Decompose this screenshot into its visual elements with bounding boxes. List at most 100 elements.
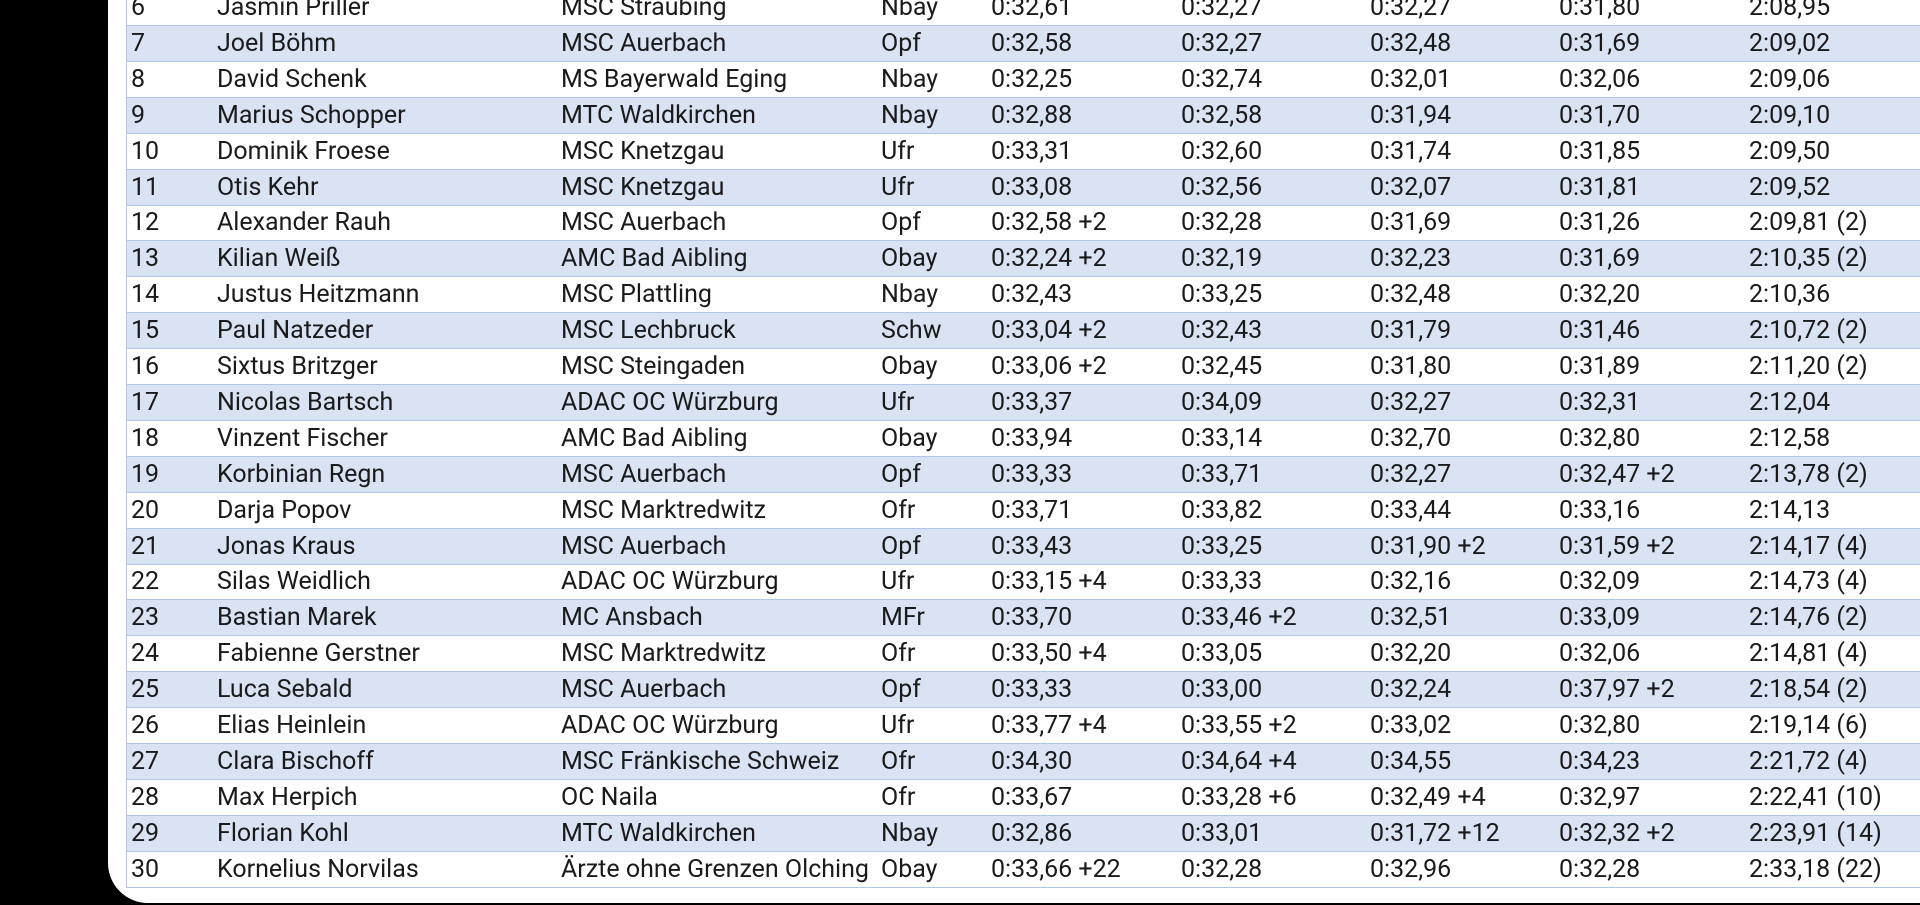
run-4: 0:31,80 [1559,0,1641,22]
run-4: 0:32,80 [1559,711,1641,740]
driver-name: Korbinian Regn [217,459,386,489]
run-4: 0:32,09 [1559,567,1641,597]
region: Schw [881,316,942,346]
club: MTC Waldkirchen [561,818,756,848]
total: 2:18,54 (2) [1749,675,1868,705]
total: 2:23,91 (14) [1749,818,1882,848]
total: 2:14,17 (4) [1749,531,1868,561]
run-3: 0:31,79 [1370,316,1452,346]
run-4: 0:31,69 [1559,28,1641,58]
rank: 20 [131,495,160,525]
run-3: 0:32,20 [1370,639,1452,669]
club: MS Bayerwald Eging [561,64,788,94]
run-4: 0:32,28 [1559,854,1641,884]
total: 2:12,58 [1749,423,1831,453]
region: Nbay [881,818,939,848]
run-1: 0:32,86 [991,818,1073,848]
run-4: 0:32,32 +2 [1559,818,1675,848]
club: MSC Marktredwitz [561,639,766,669]
run-1: 0:33,31 [991,136,1073,166]
region: Obay [881,244,938,274]
total: 2:11,20 (2) [1749,352,1868,381]
run-2: 0:33,46 +2 [1181,603,1297,633]
run-4: 0:31,59 +2 [1559,531,1675,561]
run-4: 0:31,70 [1559,100,1641,130]
run-2: 0:32,60 [1181,136,1263,166]
driver-name: Paul Natzeder [217,316,374,346]
rank: 25 [131,675,160,705]
table-row: 14 Justus Heitzmann MSC Plattling Nbay 0:32,… [126,277,1920,314]
rank: 7 [131,28,146,58]
region: Nbay [881,280,939,310]
run-1: 0:34,30 [991,746,1073,776]
table-row: 25 Luca Sebald MSC Auerbach Opf 0:33,33 0:33,… [126,672,1920,709]
region: Ufr [881,567,915,597]
table-row: 7 Joel Böhm MSC Auerbach Opf 0:32,58 0:32,27 0… [126,25,1920,62]
region: Opf [881,28,921,58]
table-row: 16 Sixtus Britzger MSC Steingaden Obay 0:33,… [126,349,1920,385]
region: Opf [881,459,921,489]
rank: 10 [131,136,160,166]
run-3: 0:31,80 [1370,352,1452,381]
total: 2:19,14 (6) [1749,711,1868,740]
table-row: 8 David Schenk MS Bayerwald Eging Nbay 0:32,… [126,61,1920,98]
run-1: 0:33,66 +22 [991,854,1121,884]
rank: 18 [131,423,160,453]
club: OC Naila [561,782,658,812]
run-3: 0:32,23 [1370,244,1452,274]
driver-name: Darja Popov [217,495,352,525]
table-row: 10 Dominik Froese MSC Knetzgau Ufr 0:33,31 0:… [126,133,1920,170]
run-2: 0:33,14 [1181,423,1263,453]
club: MSC Auerbach [561,675,727,705]
run-1: 0:33,04 +2 [991,316,1107,346]
region: Ofr [881,746,916,776]
table-row: 13 Kilian Weiß AMC Bad Aibling Obay 0:32,24 … [126,241,1920,278]
run-1: 0:32,58 [991,28,1073,58]
total: 2:09,52 [1749,172,1831,202]
total: 2:09,50 [1749,136,1831,166]
rank: 15 [131,316,160,346]
region: Ufr [881,136,915,166]
run-2: 0:33,05 [1181,639,1263,669]
run-3: 0:32,48 [1370,280,1452,310]
driver-name: Max Herpich [217,782,358,812]
run-4: 0:33,16 [1559,495,1641,525]
run-1: 0:33,15 +4 [991,567,1107,597]
run-4: 0:31,81 [1559,172,1641,202]
club: MSC Marktredwitz [561,495,766,525]
run-3: 0:32,27 [1370,0,1452,22]
run-2: 0:32,28 [1181,854,1263,884]
table-row: 23 Bastian Marek MC Ansbach MFr 0:33,70 0:33,… [126,600,1920,637]
run-3: 0:32,27 [1370,459,1452,489]
run-1: 0:33,33 [991,459,1073,489]
driver-name: Florian Kohl [217,818,349,848]
club: MTC Waldkirchen [561,100,756,130]
driver-name: Fabienne Gerstner [217,639,420,669]
club: MSC Auerbach [561,459,727,489]
run-3: 0:32,70 [1370,423,1452,453]
region: Opf [881,675,921,705]
driver-name: Justus Heitzmann [217,280,420,310]
region: Nbay [881,64,939,94]
table-row: 17 Nicolas Bartsch ADAC OC Würzburg Ufr 0:33… [126,384,1920,421]
club: MSC Lechbruck [561,316,736,346]
run-2: 0:34,09 [1181,387,1263,417]
region: Obay [881,352,938,381]
driver-name: Elias Heinlein [217,711,367,740]
region: Opf [881,531,921,561]
driver-name: Joel Böhm [217,28,337,58]
table-row: 22 Silas Weidlich ADAC OC Würzburg Ufr 0:33,… [126,564,1920,601]
table-row: 20 Darja Popov MSC Marktredwitz Ofr 0:33,71 0… [126,492,1920,529]
total: 2:13,78 (2) [1749,459,1868,489]
club: Ärzte ohne Grenzen Olching [561,854,869,884]
region: Ofr [881,782,916,812]
run-4: 0:32,06 [1559,64,1641,94]
driver-name: Silas Weidlich [217,567,371,597]
run-2: 0:32,74 [1181,64,1263,94]
region: Opf [881,208,921,238]
table-row: 28 Max Herpich OC Naila Ofr 0:33,67 0:33,28 +… [126,779,1920,816]
table-row: 29 Florian Kohl MTC Waldkirchen Nbay 0:32,86… [126,815,1920,852]
table-row: 26 Elias Heinlein ADAC OC Würzburg Ufr 0:33,… [126,708,1920,744]
rank: 29 [131,818,160,848]
driver-name: Nicolas Bartsch [217,387,394,417]
